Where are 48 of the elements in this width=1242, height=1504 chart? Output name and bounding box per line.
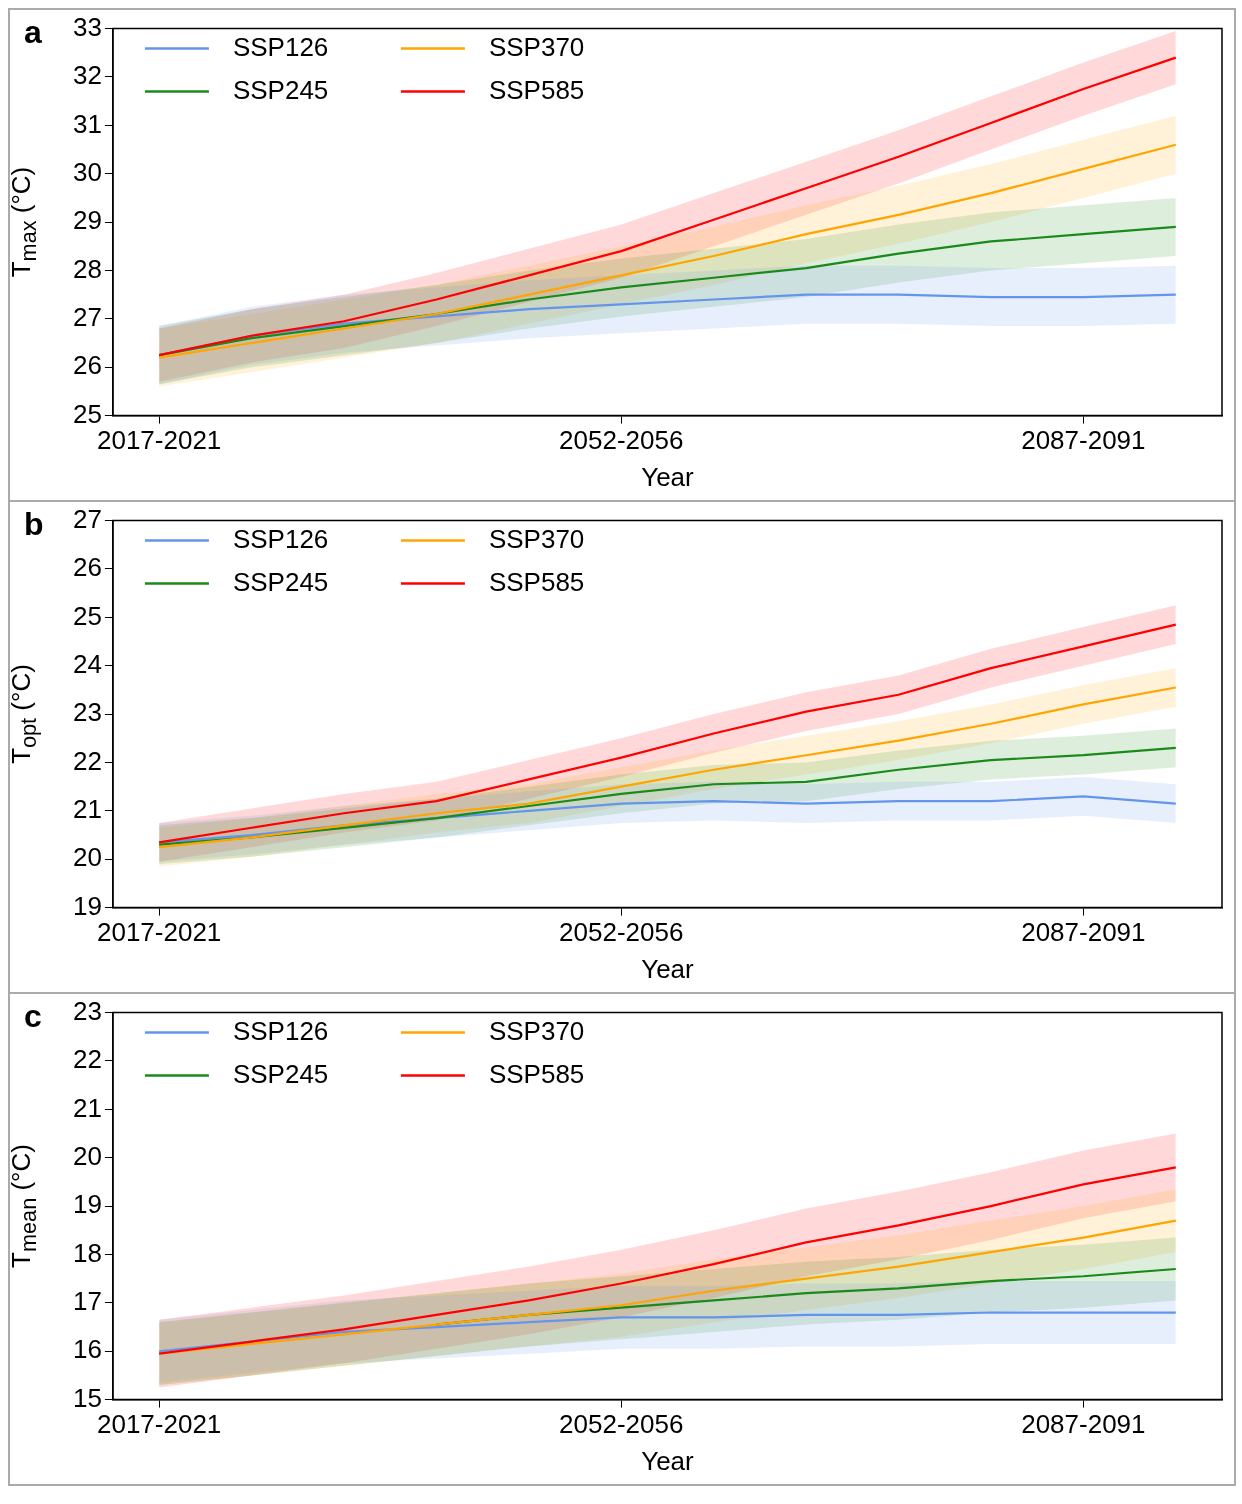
legend-label: SSP585 [488,566,585,597]
y-tick-label: 29 [73,205,102,236]
y-tick-label: 33 [73,11,102,42]
y-tick-label: 31 [73,108,102,139]
y-tick-label: 26 [73,350,102,381]
x-tick-label: 2052-2056 [559,917,684,948]
y-tick-label: 23 [73,697,102,728]
legend-label: SSP126 [232,1015,329,1046]
legend-label: SSP245 [232,1058,329,1089]
x-tick-label: 2087-2091 [1021,1409,1146,1440]
y-tick-label: 26 [73,552,102,583]
x-axis-title: Year [641,1445,695,1476]
y-tick-label: 21 [73,794,102,825]
y-tick-label: 20 [73,1140,102,1171]
legend-label: SSP370 [488,523,585,554]
y-tick-label: 25 [73,600,102,631]
y-tick-label: 32 [73,60,102,91]
legend-label: SSP126 [232,523,329,554]
x-tick-label: 2052-2056 [559,425,684,456]
y-tick-label: 28 [73,253,102,284]
x-axis-title: Year [641,953,695,984]
y-tick-label: 23 [73,995,102,1026]
y-tick-label: 19 [73,1189,102,1220]
x-tick-label: 2087-2091 [1021,425,1146,456]
legend-label: SSP126 [232,31,329,62]
y-tick-label: 30 [73,156,102,187]
legend-label: SSP245 [232,566,329,597]
y-tick-label: 24 [73,648,102,679]
y-tick-label: 16 [73,1334,102,1365]
y-tick-label: 27 [73,302,102,333]
y-tick-label: 21 [73,1092,102,1123]
y-tick-label: 20 [73,842,102,873]
chart-title: b [24,505,44,542]
legend-label: SSP245 [232,74,329,105]
x-tick-label: 2087-2091 [1021,917,1146,948]
y-tick-label: 17 [73,1286,102,1317]
y-tick-label: 22 [73,745,102,776]
y-tick-label: 22 [73,1044,102,1075]
y-tick-label: 18 [73,1237,102,1268]
y-tick-label: 27 [73,503,102,534]
chart-title: c [24,997,42,1034]
legend-label: SSP585 [488,1058,585,1089]
x-axis-title: Year [641,461,695,492]
x-tick-label: 2052-2056 [559,1409,684,1440]
chart-title: a [24,13,42,50]
legend-label: SSP370 [488,1015,585,1046]
legend-label: SSP370 [488,31,585,62]
legend-label: SSP585 [488,74,585,105]
